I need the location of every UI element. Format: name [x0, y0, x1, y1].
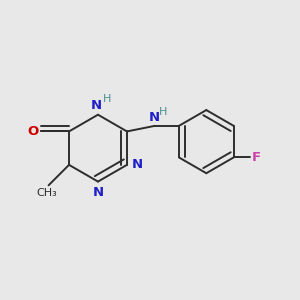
Text: H: H — [159, 107, 167, 117]
Text: N: N — [91, 99, 102, 112]
Text: H: H — [103, 94, 112, 104]
Text: O: O — [27, 125, 38, 138]
Text: N: N — [131, 158, 142, 171]
Text: CH₃: CH₃ — [36, 188, 57, 197]
Text: N: N — [149, 111, 160, 124]
Text: N: N — [92, 186, 104, 199]
Text: F: F — [252, 151, 261, 164]
